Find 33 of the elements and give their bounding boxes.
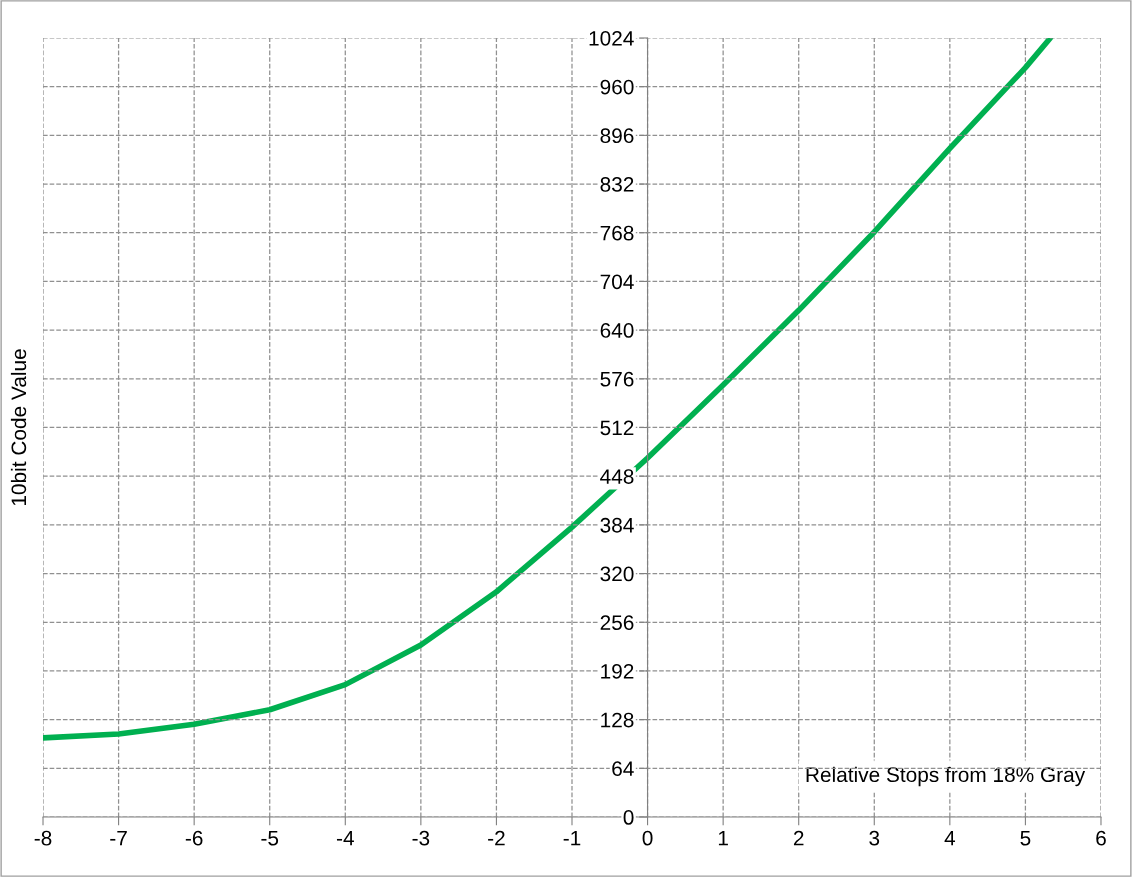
y-tick-label: 0 [623, 810, 634, 825]
x-tick-label: -3 [412, 830, 430, 846]
y-tick-label: 448 [600, 469, 634, 484]
y-tick-label: 832 [600, 177, 634, 192]
y-tick-label: 320 [600, 566, 634, 582]
y-tick-label: 768 [600, 225, 634, 241]
y-tick-label: 128 [601, 712, 634, 728]
x-tick-label: 5 [1020, 830, 1031, 846]
x-tick-label: -8 [34, 830, 52, 846]
y-tick-label: 960 [600, 79, 634, 95]
y-tick-label: 512 [600, 420, 634, 436]
y-tick-label: 384 [600, 517, 634, 533]
y-tick-label: 576 [600, 371, 634, 387]
y-tick-label: 64 [612, 761, 634, 777]
x-tick-label: -5 [261, 830, 279, 846]
x-tick-label: -6 [185, 830, 203, 846]
x-tick-label: 1 [718, 830, 728, 846]
x-tick-label: 6 [1096, 830, 1106, 846]
x-tick-label: 4 [944, 830, 956, 846]
x-tick-label: -7 [110, 830, 127, 846]
y-tick-label: 640 [600, 323, 634, 338]
x-tick-label: 0 [642, 830, 653, 846]
x-tick-label: -1 [563, 830, 581, 846]
x-tick-label: 3 [869, 830, 880, 846]
x-tick-label: -4 [336, 830, 354, 846]
y-tick-label: 192 [601, 663, 634, 679]
y-tick-label: 896 [600, 128, 634, 144]
y-tick-label: 704 [600, 274, 634, 290]
y-tick-label: 1024 [589, 30, 634, 46]
y-axis-title: 10bit Code Value [10, 349, 27, 506]
x-tick-label: 2 [793, 830, 804, 846]
x-tick-label: -2 [488, 830, 505, 846]
y-tick-label: 256 [600, 615, 634, 631]
